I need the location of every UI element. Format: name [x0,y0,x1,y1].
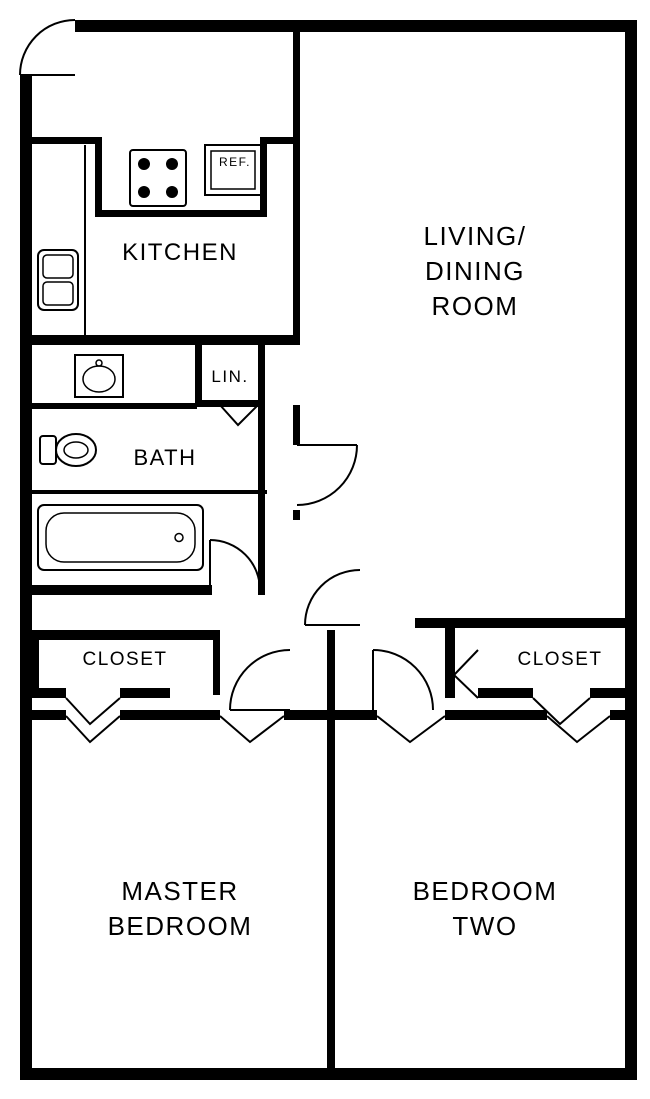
toilet-bowl [56,434,96,466]
bath-label: BATH [133,445,196,470]
wall-segment [120,688,170,698]
wall-segment [32,335,300,345]
wall-segment [293,510,300,520]
wall-segment [195,345,202,405]
closet2-label: CLOSET [517,649,602,670]
living-dining-label-line: DINING [425,256,525,286]
wall-segment [445,618,627,628]
burner [138,186,150,198]
refrigerator [205,145,261,195]
ref-label-line: REF. [219,155,251,169]
wall-segment [213,630,220,695]
burner [138,158,150,170]
stove [130,150,186,206]
wall-segment [32,137,97,144]
kitchen-label-line: KITCHEN [122,239,238,266]
bedroom-two-label-line: BEDROOM [413,876,558,906]
wall-segment [95,137,102,217]
toilet-tank [40,436,56,464]
master-bedroom-label-line: BEDROOM [108,911,253,941]
wall-segment [293,405,300,445]
wall-segment [327,710,377,720]
living-dining-label: LIVING/DINING ROOM [424,221,527,321]
closet2-label-line: CLOSET [517,649,602,670]
wall-segment [32,490,267,494]
living-dining-label-line: LIVING/ [424,221,527,251]
wall-segment [120,710,220,720]
vanity [75,355,123,397]
wall-segment [258,345,265,407]
wall-segment [75,20,637,32]
wall-segment [20,75,32,1080]
living-dining-label-line: ROOM [432,291,519,321]
master-bedroom-label-line: MASTER [121,876,238,906]
wall-segment [478,688,533,698]
ref-label: REF. [219,155,251,169]
kitchen-sink [38,250,78,310]
wall-segment [32,630,220,640]
bedroom-two-label-line: TWO [452,911,517,941]
wall-segment [625,20,637,1080]
wall-segment [32,585,212,595]
wall-segment [258,407,265,592]
wall-segment [415,618,455,628]
master-closet-label-line: CLOSET [82,649,167,670]
burner [166,186,178,198]
burner [166,158,178,170]
wall-segment [327,630,335,1080]
wall-segment [32,710,66,720]
wall-segment [445,618,455,698]
wall-segment [610,710,627,720]
wall-segment [284,710,334,720]
wall-segment [32,688,66,698]
bathtub [38,505,203,570]
wall-segment [195,400,265,407]
bath-label-line: BATH [133,445,196,470]
wall-segment [590,688,627,698]
wall-segment [95,210,267,217]
wall-segment [445,710,547,720]
wall-segment [32,403,197,409]
linen-label: LIN. [211,367,248,386]
master-closet-label: CLOSET [82,649,167,670]
wall-segment [293,32,300,342]
kitchen-label: KITCHEN [122,239,238,266]
linen-label-line: LIN. [211,367,248,386]
